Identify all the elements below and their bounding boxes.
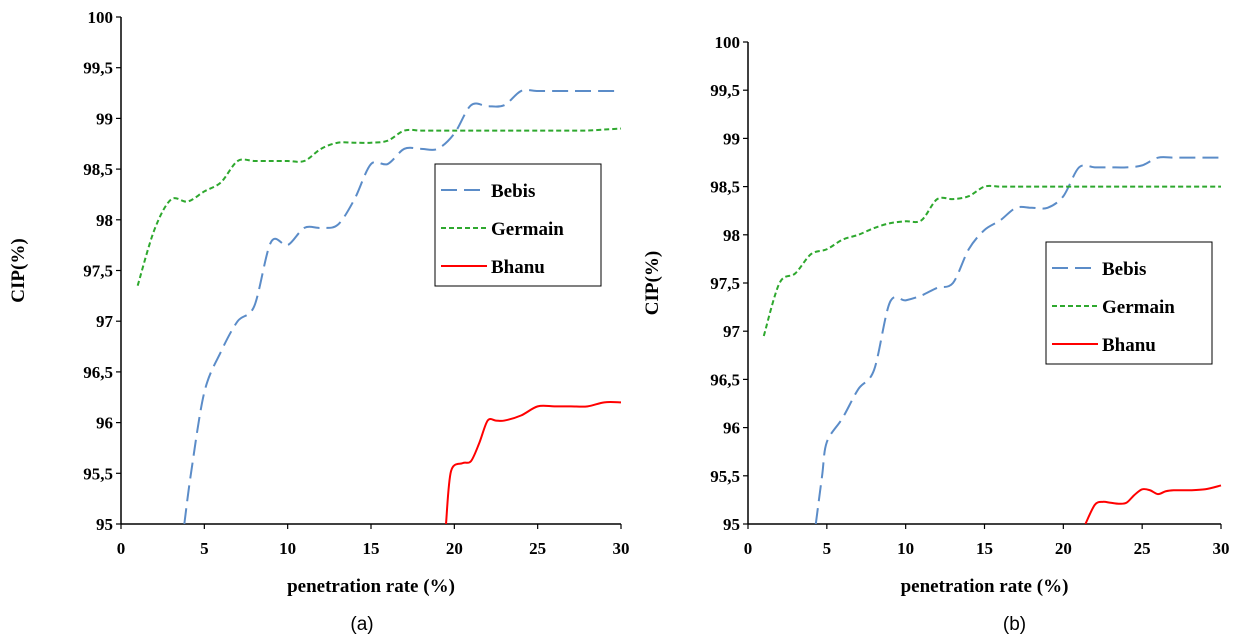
x-tick-label: 5	[823, 539, 832, 558]
legend-label-germain: Germain	[1102, 297, 1175, 318]
y-tick-label: 97	[723, 322, 741, 341]
y-tick-label: 95,5	[83, 464, 113, 483]
series-line-bebis	[814, 156, 1221, 524]
y-tick-label: 98	[96, 211, 113, 230]
y-tick-label: 100	[88, 8, 114, 27]
x-tick-label: 0	[117, 539, 126, 558]
legend-label-bhanu: Bhanu	[1102, 335, 1156, 356]
y-tick-label: 96,5	[83, 363, 113, 382]
series-line-bhanu	[1084, 484, 1222, 524]
y-tick-label: 100	[715, 33, 741, 52]
y-tick-label: 99	[96, 109, 113, 128]
chart-caption: (b)	[1003, 614, 1026, 635]
x-tick-label: 20	[1055, 539, 1072, 558]
y-tick-label: 97,5	[710, 274, 740, 293]
y-tick-label: 98,5	[710, 178, 740, 197]
chart-b: 95 95,5 96 96,5 97 97,5 98 98,5 99 99,5 100 0 5 10 15 2…	[642, 33, 1230, 635]
y-axis-title: CIP(%)	[642, 251, 663, 315]
series-line-bhanu	[445, 401, 622, 524]
y-axis-title: CIP(%)	[8, 238, 29, 302]
legend: Bebis Germain Bhanu	[434, 163, 602, 287]
y-tick-label: 99,5	[710, 81, 740, 100]
x-tick-label: 20	[446, 539, 463, 558]
series-line-germain	[136, 127, 622, 286]
y-tick-label: 97,5	[83, 262, 113, 281]
chart-a: 95 95,5 96 96,5 97 97,5 98 98,5 99 99,5 100 0 5 10 15 2…	[8, 8, 630, 635]
y-tick-label: 99	[723, 129, 740, 148]
x-tick-label: 0	[744, 539, 753, 558]
x-tick-label: 25	[529, 539, 546, 558]
chart-caption: (a)	[350, 614, 373, 635]
legend: Bebis Germain Bhanu	[1045, 241, 1213, 365]
y-tick-label: 96,5	[710, 370, 740, 389]
y-tick-label: 99,5	[83, 59, 113, 78]
legend-label-bebis: Bebis	[1102, 259, 1146, 280]
x-axis-title: penetration rate (%)	[287, 576, 455, 597]
x-tick-label: 30	[1213, 539, 1230, 558]
y-tick-label: 95	[96, 515, 113, 534]
x-tick-label: 25	[1134, 539, 1151, 558]
x-tick-label: 15	[363, 539, 380, 558]
y-tick-label: 95	[723, 515, 740, 534]
legend-label-germain: Germain	[491, 219, 564, 240]
legend-label-bhanu: Bhanu	[491, 257, 545, 278]
x-tick-label: 10	[897, 539, 914, 558]
y-tick-label: 96	[96, 414, 113, 433]
legend-label-bebis: Bebis	[491, 181, 535, 202]
x-tick-label: 5	[200, 539, 209, 558]
series-line-bebis	[183, 89, 621, 524]
x-tick-label: 15	[976, 539, 993, 558]
y-tick-label: 98,5	[83, 160, 113, 179]
x-axis-title: penetration rate (%)	[901, 576, 1069, 597]
x-tick-label: 10	[279, 539, 296, 558]
x-tick-label: 30	[613, 539, 630, 558]
y-tick-label: 96	[723, 419, 740, 438]
y-tick-label: 95,5	[710, 467, 740, 486]
y-tick-label: 97	[96, 312, 114, 331]
y-tick-label: 98	[723, 226, 740, 245]
